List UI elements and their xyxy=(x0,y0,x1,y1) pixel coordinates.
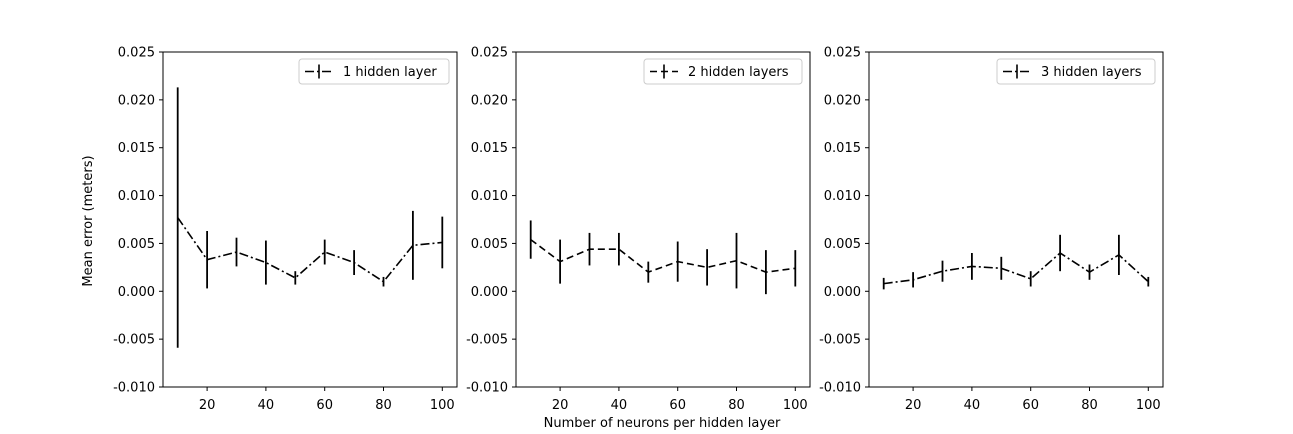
y-tick-label: -0.010 xyxy=(819,381,861,396)
x-tick-label: 100 xyxy=(430,398,455,413)
y-tick-label: 0.000 xyxy=(824,285,861,300)
x-tick-label: 80 xyxy=(728,398,745,413)
y-tick-label: 0.020 xyxy=(471,93,508,108)
x-tick-label: 80 xyxy=(375,398,392,413)
y-tick-label: 0.020 xyxy=(118,93,155,108)
y-tick-label: 0.010 xyxy=(824,189,861,204)
y-tick-label: 0.000 xyxy=(471,285,508,300)
y-tick-label: 0.000 xyxy=(118,285,155,300)
legend-box xyxy=(298,58,450,85)
legend-label: 1 hidden layer xyxy=(343,65,437,80)
y-tick-label: 0.005 xyxy=(118,237,155,252)
x-tick-label: 20 xyxy=(199,398,216,413)
y-tick-label: 0.005 xyxy=(471,237,508,252)
plot-frame xyxy=(515,51,811,388)
y-tick-label: -0.005 xyxy=(466,333,508,348)
series-line xyxy=(177,217,443,283)
y-tick-label: 0.015 xyxy=(471,141,508,156)
x-tick-label: 40 xyxy=(258,398,275,413)
x-axis-label: Number of neurons per hidden layer xyxy=(544,416,781,431)
y-tick-label: 0.010 xyxy=(471,189,508,204)
y-tick-label: 0.010 xyxy=(118,189,155,204)
subplot-panels: -0.010 -0.005 0.000 0.005 0.010 0.015 0.020 0.0… xyxy=(113,46,1164,413)
series-line xyxy=(883,251,1149,285)
x-tick-label: 20 xyxy=(552,398,569,413)
subplot-2: -0.010 -0.005 0.000 0.005 0.010 0.015 0.020 0.0… xyxy=(466,46,811,413)
y-tick-label: 0.025 xyxy=(471,46,508,61)
x-tick-label: 20 xyxy=(905,398,922,413)
legend-label: 3 hidden layers xyxy=(1041,65,1142,80)
y-tick-label: 0.020 xyxy=(824,93,861,108)
y-tick-label: 0.015 xyxy=(118,141,155,156)
x-tick-label: 40 xyxy=(964,398,981,413)
y-tick-label: 0.005 xyxy=(824,237,861,252)
legend: 1 hidden layer xyxy=(298,58,450,85)
plot-frame xyxy=(868,51,1164,388)
y-axis-label: Mean error (meters) xyxy=(81,155,96,286)
legend-label: 2 hidden layers xyxy=(688,65,789,80)
y-tick-label: -0.010 xyxy=(113,381,155,396)
y-tick-label: 0.025 xyxy=(118,46,155,61)
x-tick-label: 60 xyxy=(669,398,686,413)
x-tick-label: 80 xyxy=(1081,398,1098,413)
subplot-1: -0.010 -0.005 0.000 0.005 0.010 0.015 0.020 0.0… xyxy=(113,46,458,413)
x-tick-label: 60 xyxy=(316,398,333,413)
y-tick-label: 0.025 xyxy=(824,46,861,61)
y-tick-label: -0.005 xyxy=(819,333,861,348)
legend-box xyxy=(996,58,1156,85)
x-tick-label: 100 xyxy=(783,398,808,413)
y-tick-label: -0.005 xyxy=(113,333,155,348)
x-tick-label: 60 xyxy=(1022,398,1039,413)
y-tick-label: -0.010 xyxy=(466,381,508,396)
plot-frame xyxy=(162,51,458,388)
x-tick-label: 40 xyxy=(611,398,628,413)
y-tick-label: 0.015 xyxy=(824,141,861,156)
series-line xyxy=(530,238,796,274)
legend: 3 hidden layers xyxy=(996,58,1156,85)
subplot-3: -0.010 -0.005 0.000 0.005 0.010 0.015 0.020 0.0… xyxy=(819,46,1164,413)
legend-box xyxy=(643,58,803,85)
x-tick-label: 100 xyxy=(1136,398,1161,413)
legend: 2 hidden layers xyxy=(643,58,803,85)
